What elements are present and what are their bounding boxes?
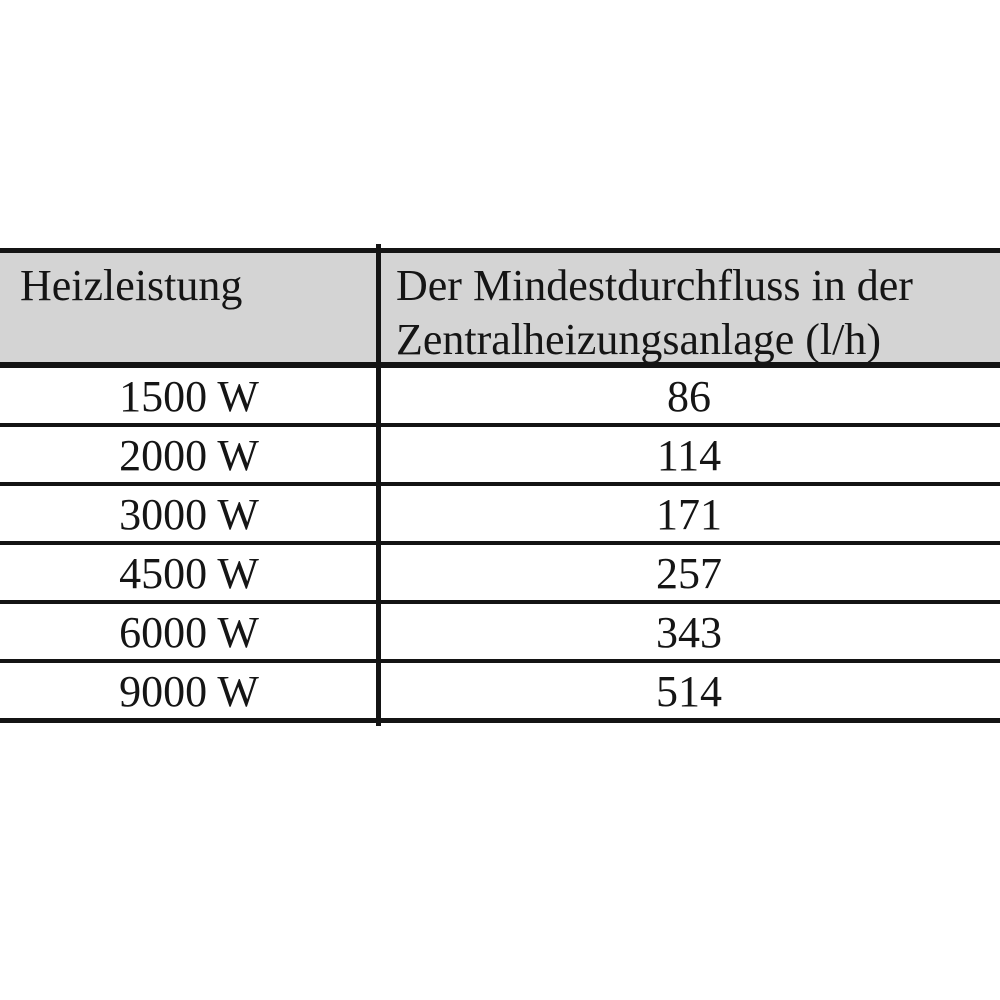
header-label-heizleistung: Heizleistung — [20, 261, 243, 310]
header-cell-heizleistung: Heizleistung — [0, 253, 378, 362]
header-label-mindestdurchfluss-line1: Der Mindestdurchfluss in der — [396, 261, 913, 310]
cell-durchfluss: 86 — [667, 371, 711, 421]
cell-durchfluss: 257 — [656, 548, 722, 598]
flow-rate-table: Heizleistung Der Mindestdurchfluss in de… — [0, 244, 1000, 726]
table-row: 3000 W 171 — [0, 482, 1000, 541]
header-label-mindestdurchfluss-line2: Zentralheizungsanlage (l/h) — [396, 315, 882, 364]
cell-heizleistung: 9000 W — [119, 666, 259, 716]
table-row: 6000 W 343 — [0, 600, 1000, 659]
table-row: 1500 W 86 — [0, 368, 1000, 423]
header-cell-mindestdurchfluss: Der Mindestdurchfluss in der Zentralheiz… — [378, 253, 1000, 364]
cell-durchfluss: 171 — [656, 489, 722, 539]
cell-durchfluss: 343 — [656, 607, 722, 657]
cell-heizleistung: 2000 W — [119, 430, 259, 480]
cell-heizleistung: 3000 W — [119, 489, 259, 539]
cell-durchfluss: 514 — [656, 666, 722, 716]
table-row: 9000 W 514 — [0, 659, 1000, 718]
cell-heizleistung: 4500 W — [119, 548, 259, 598]
cell-heizleistung: 1500 W — [119, 371, 259, 421]
column-divider — [376, 244, 381, 726]
table-row: 4500 W 257 — [0, 541, 1000, 600]
cell-heizleistung: 6000 W — [119, 607, 259, 657]
table-header-row: Heizleistung Der Mindestdurchfluss in de… — [0, 253, 1000, 368]
table-row: 2000 W 114 — [0, 423, 1000, 482]
cell-durchfluss: 114 — [656, 430, 722, 480]
